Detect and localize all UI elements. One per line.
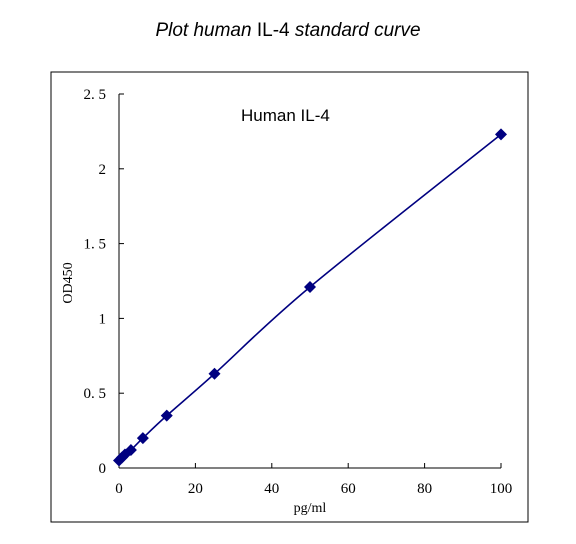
title-part-2: IL-4 xyxy=(256,20,290,41)
series xyxy=(113,128,507,467)
x-tick-label: 100 xyxy=(490,481,513,497)
title-part-3: standard curve xyxy=(289,20,421,41)
y-tick-label: 1. 5 xyxy=(84,237,107,253)
axes xyxy=(118,94,501,469)
x-tick-label: 0 xyxy=(115,481,123,497)
series-line xyxy=(118,133,502,462)
data-point xyxy=(124,444,137,457)
title-part-1: Plot human xyxy=(155,20,257,41)
y-tick-label: 2 xyxy=(99,162,107,178)
data-point xyxy=(160,409,173,422)
ticks: 0 20 40 60 80 100 0 0. 5 1 1. 5 2 2. 5 xyxy=(84,87,513,497)
x-axis-title: pg/ml xyxy=(294,501,327,516)
data-point xyxy=(495,128,507,141)
chart-frame xyxy=(50,71,529,523)
chart-annotation: Human IL-4 xyxy=(241,106,330,125)
x-tick-label: 60 xyxy=(341,481,356,497)
data-point xyxy=(208,367,221,380)
y-tick-label: 1 xyxy=(99,311,107,327)
x-tick-label: 40 xyxy=(264,481,279,497)
data-point xyxy=(304,280,316,293)
y-axis-title: OD450 xyxy=(61,262,76,303)
x-tick-label: 20 xyxy=(188,481,203,497)
chart-title: Plot human IL-4 standard curve xyxy=(0,20,576,42)
data-point xyxy=(136,432,149,445)
x-tick-label: 80 xyxy=(417,481,432,497)
y-tick-label: 0. 5 xyxy=(84,386,107,402)
y-tick-label: 2. 5 xyxy=(84,87,107,103)
y-tick-label: 0 xyxy=(99,461,107,477)
